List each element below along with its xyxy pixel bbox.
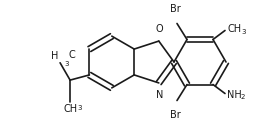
Text: N: N xyxy=(156,90,163,100)
Text: CH: CH xyxy=(227,24,241,34)
Text: CH: CH xyxy=(63,104,77,114)
Text: 3: 3 xyxy=(77,105,82,111)
Text: Br: Br xyxy=(170,4,181,14)
Text: O: O xyxy=(156,24,164,34)
Text: H: H xyxy=(51,51,58,61)
Text: 3: 3 xyxy=(241,29,245,35)
Text: Br: Br xyxy=(170,110,181,120)
Text: 2: 2 xyxy=(241,94,245,100)
Text: NH: NH xyxy=(227,89,242,99)
Text: 3: 3 xyxy=(64,61,69,67)
Text: C: C xyxy=(68,50,75,60)
